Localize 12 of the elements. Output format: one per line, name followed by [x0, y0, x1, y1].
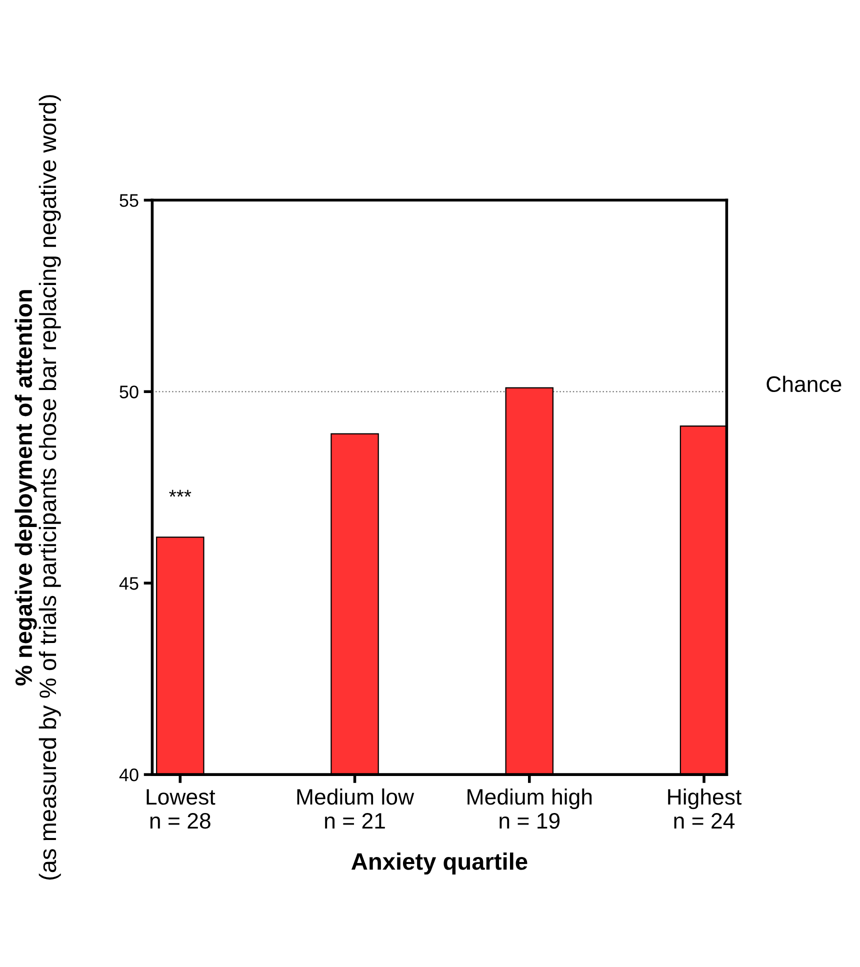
y-tick-label: 50: [120, 386, 138, 398]
x-tick-label: Highest n = 24: [668, 788, 742, 828]
x-axis-title: Anxiety quartile: [351, 852, 528, 875]
y-tick-label: 40: [119, 768, 138, 782]
y-tick-label: 45: [119, 577, 138, 590]
x-tick-label: Medium low n = 21: [297, 788, 414, 828]
y-axis-title: % negative deployment of attention (as measured by % of trials participants chose bar replacing negative word): [14, 95, 61, 880]
y-tick-label: 55: [120, 194, 138, 207]
x-tick-label: Lowest n = 28: [146, 789, 216, 829]
annotation: ***: [169, 490, 192, 497]
x-tick-label: Medium high n = 19: [468, 788, 592, 829]
ref-line-label: Chance: [766, 376, 842, 392]
